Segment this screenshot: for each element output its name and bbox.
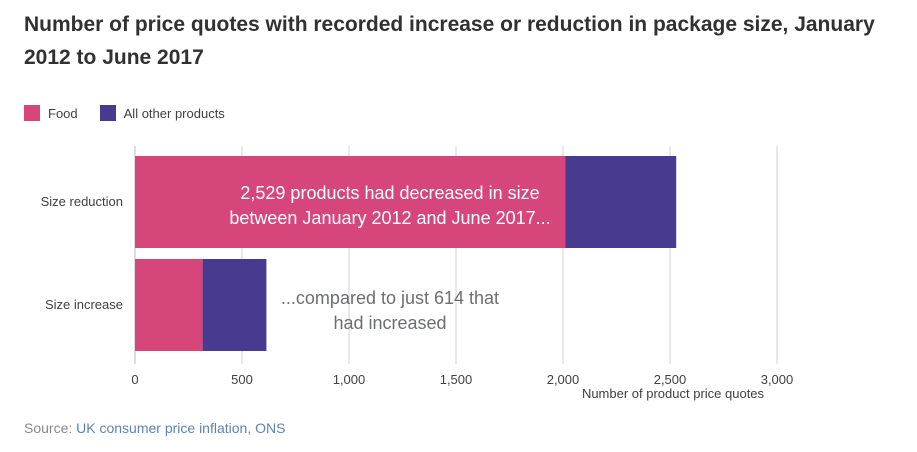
- source-note: Source: UK consumer price inflation, ONS: [24, 420, 285, 436]
- legend-label-other: All other products: [123, 105, 225, 121]
- legend: Food All other products: [24, 104, 247, 122]
- source-link[interactable]: UK consumer price inflation, ONS: [76, 420, 286, 436]
- x-tick-label: 1,500: [440, 372, 473, 387]
- x-axis-label: Number of product price quotes: [582, 386, 765, 401]
- x-tick-label: 2,000: [547, 372, 580, 387]
- legend-swatch-food: [24, 105, 40, 121]
- bar-size-reduction-all-other-products: [565, 156, 677, 248]
- annotation-reduction-line: between January 2012 and June 2017...: [229, 208, 550, 228]
- x-tick-label: 1,000: [333, 372, 366, 387]
- annotation-increase-line: had increased: [333, 313, 446, 333]
- legend-item-other: All other products: [99, 105, 225, 121]
- chart-title: Number of price quotes with recorded inc…: [24, 13, 875, 69]
- x-tick-label: 3,000: [761, 372, 794, 387]
- category-label: Size increase: [45, 297, 123, 312]
- annotation-reduction-line: 2,529 products had decreased in size: [240, 183, 539, 203]
- bar-size-increase-all-other-products: [202, 259, 267, 351]
- x-tick-label: 0: [131, 372, 138, 387]
- bar-size-reduction-food: [135, 156, 566, 248]
- legend-item-food: Food: [24, 105, 78, 121]
- source-prefix: Source:: [24, 420, 77, 436]
- bar-size-increase-food: [135, 259, 203, 351]
- legend-label-food: Food: [48, 105, 78, 121]
- category-label: Size reduction: [41, 194, 123, 209]
- x-tick-label: 2,500: [654, 372, 687, 387]
- annotation-increase-line: ...compared to just 614 that: [281, 288, 499, 308]
- x-tick-label: 500: [231, 372, 253, 387]
- legend-swatch-other: [99, 105, 116, 121]
